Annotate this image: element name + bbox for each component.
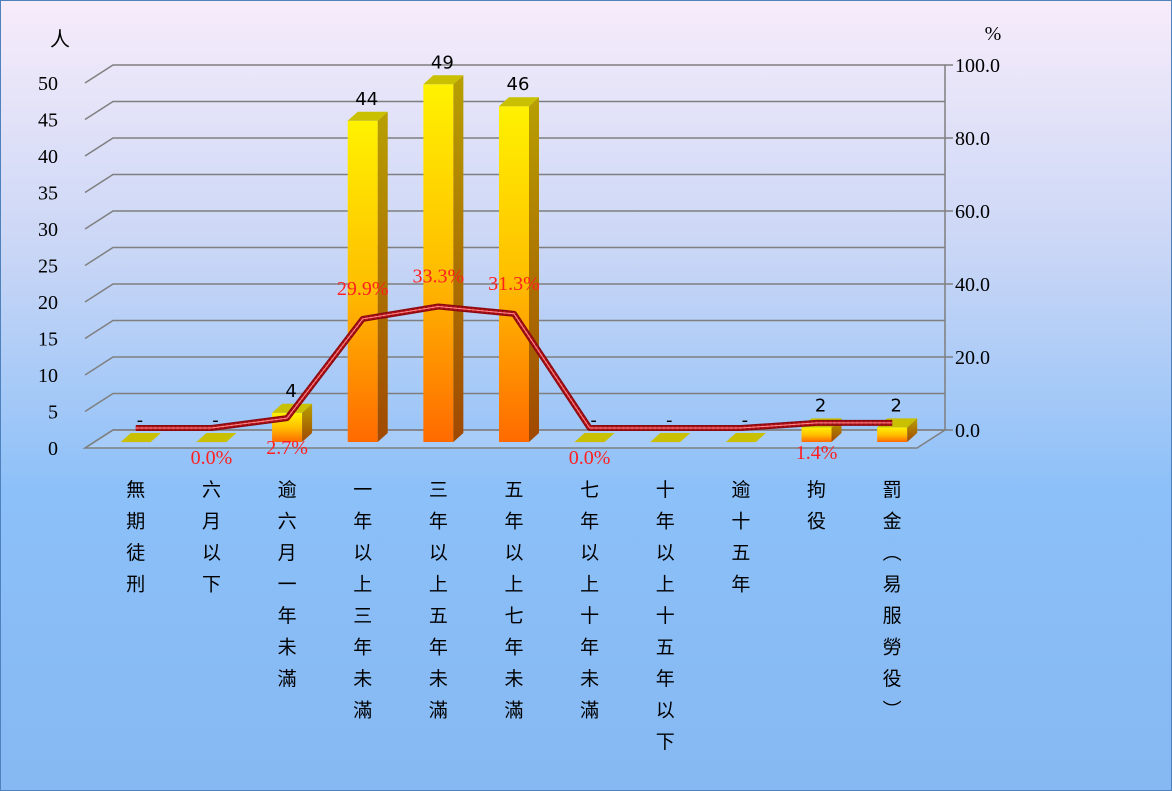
gridline <box>84 64 945 84</box>
gridline <box>84 356 945 376</box>
category-label: 十年以上十五年以下 <box>656 479 675 753</box>
left-tick-label: 50 <box>38 73 58 95</box>
bar-value-label: - <box>212 410 219 431</box>
right-axis-unit: % <box>985 23 1002 45</box>
bar-top <box>347 111 388 121</box>
left-tick-label: 10 <box>38 365 58 387</box>
bar-value-label: 44 <box>355 89 378 110</box>
left-tick-label: 15 <box>38 329 58 351</box>
bar-top <box>650 433 691 442</box>
left-tick-label: 0 <box>48 438 58 460</box>
category-label: 無期徒刑 <box>126 479 145 596</box>
category-label: 罰金︵易服勞役︶ <box>883 479 902 722</box>
category-label: 逾六月一年未滿 <box>278 479 297 690</box>
gridline <box>84 246 945 267</box>
gridline <box>84 319 945 340</box>
left-axis-ticks: 0 5 10 15 20 25 30 35 40 45 50 <box>38 73 58 460</box>
bar <box>877 427 908 442</box>
left-tick-label: 20 <box>38 292 58 314</box>
bar-value-label: - <box>742 410 749 431</box>
bar-side <box>302 403 313 442</box>
percentage-label: 2.7% <box>266 437 308 459</box>
left-tick-label: 40 <box>38 146 58 168</box>
bar-side <box>529 97 539 442</box>
category-labels: 無期徒刑 六月以下 逾六月一年未滿 一年以上三年未滿 三年以上五年未滿 五年以上七年未滿 七… <box>126 479 901 753</box>
category-label: 三年以上五年未滿 <box>429 479 448 722</box>
right-tick-label: 40.0 <box>955 274 990 296</box>
percentage-labels: 0.0% 2.7% 29.9% 33.3% 31.3% 0.0% 1.4% <box>191 265 838 469</box>
right-tick-label: 100.0 <box>955 55 1000 77</box>
bar-side <box>453 75 464 443</box>
gridline <box>84 210 945 230</box>
bar <box>801 427 832 442</box>
percentage-line <box>135 303 893 431</box>
gridline <box>84 283 945 303</box>
category-label: 逾十五年 <box>731 479 750 596</box>
bar <box>347 120 378 443</box>
bar-value-label: 49 <box>431 52 454 73</box>
right-tick-label: 20.0 <box>955 347 990 369</box>
percentage-label: 31.3% <box>488 273 540 295</box>
left-tick-label: 45 <box>38 110 58 132</box>
category-label: 五年以上七年未滿 <box>504 479 523 722</box>
bar-value-label: 2 <box>815 395 826 416</box>
bar-top <box>499 97 539 107</box>
right-tick-label: 0.0 <box>955 420 980 442</box>
percentage-label: 0.0% <box>191 447 233 469</box>
bar-top <box>120 433 161 442</box>
category-label: 拘役 <box>807 479 826 533</box>
left-tick-label: 25 <box>38 256 58 278</box>
bar-top <box>423 75 464 85</box>
percentage-line-highlight <box>135 306 893 429</box>
gridline <box>84 100 945 121</box>
gridline <box>84 392 945 413</box>
bar-value-label: - <box>666 410 673 431</box>
bar-top <box>574 433 615 442</box>
gridline <box>84 137 945 157</box>
bar-value-label: - <box>590 410 597 431</box>
left-axis-unit: 人 <box>50 28 70 51</box>
bar-value-label: - <box>137 410 144 431</box>
bar <box>499 106 529 442</box>
left-tick-label: 30 <box>38 219 58 241</box>
category-label: 六月以下 <box>202 479 221 596</box>
left-tick-label: 5 <box>48 402 58 424</box>
bar-value-label: 4 <box>285 381 296 402</box>
bar-value-label: 2 <box>890 395 901 416</box>
percentage-label: 29.9% <box>337 278 389 300</box>
bar-side <box>377 111 388 443</box>
category-label: 七年以上十年未滿 <box>580 479 599 722</box>
bar-top <box>196 433 237 442</box>
percentage-label: 33.3% <box>413 265 465 287</box>
bars <box>120 75 918 443</box>
bar-top <box>725 433 766 442</box>
bar <box>423 84 454 443</box>
bar-side <box>907 418 918 442</box>
right-axis-ticks: 0.0 20.0 40.0 60.0 80.0 100.0 <box>945 55 1000 442</box>
percentage-label: 1.4% <box>796 442 838 464</box>
category-label: 一年以上三年未滿 <box>353 479 372 722</box>
percentage-label: 0.0% <box>569 447 611 469</box>
bar-value-label: 46 <box>507 74 530 95</box>
gridline <box>84 173 945 194</box>
right-tick-label: 80.0 <box>955 128 990 150</box>
right-tick-label: 60.0 <box>955 201 990 223</box>
left-tick-label: 35 <box>38 183 58 205</box>
